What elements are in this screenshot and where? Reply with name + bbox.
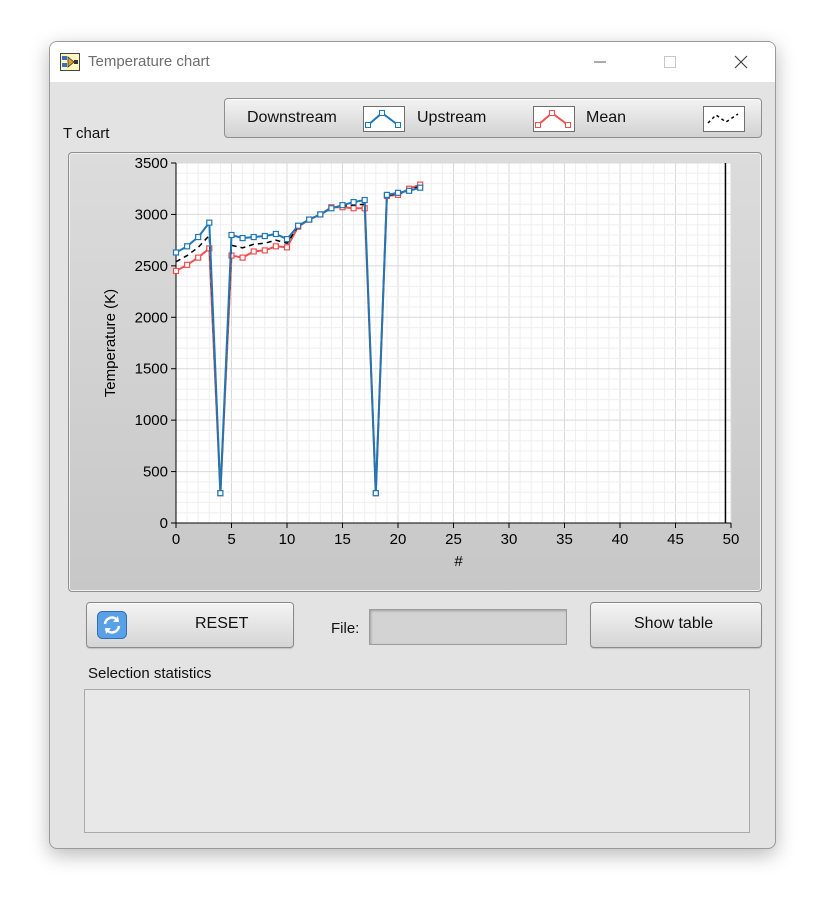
maximize-icon	[664, 56, 676, 68]
close-button[interactable]	[721, 49, 761, 75]
show-table-button[interactable]: Show table	[590, 602, 762, 648]
data-point-upstream	[172, 267, 180, 275]
x-tick-label: 40	[612, 531, 629, 548]
legend-label-downstream: Downstream	[247, 109, 337, 126]
legend-label-upstream: Upstream	[417, 109, 487, 126]
title-bar[interactable]: Temperature chart	[50, 42, 775, 82]
file-path-field[interactable]	[369, 609, 567, 645]
close-icon	[734, 55, 748, 69]
x-tick-label: 15	[334, 531, 351, 548]
y-tick-label: 1500	[135, 361, 168, 378]
y-tick-label: 0	[160, 515, 168, 532]
data-point-downstream	[406, 187, 413, 194]
data-point-downstream	[417, 184, 424, 191]
data-point-upstream	[272, 243, 279, 250]
file-label: File:	[331, 620, 360, 637]
data-point-upstream	[283, 244, 291, 251]
labview-vi-icon	[60, 53, 80, 71]
chart-label: T chart	[63, 125, 110, 142]
legend-label-mean: Mean	[586, 109, 627, 126]
data-point-downstream	[283, 236, 291, 243]
reset-button-label: RESET	[195, 615, 249, 632]
data-point-downstream	[261, 232, 268, 240]
x-tick-label: 50	[723, 531, 740, 548]
y-axis-label: Temperature (K)	[102, 289, 119, 397]
reset-button[interactable]: RESET	[86, 602, 294, 648]
x-axis-label: #	[454, 553, 463, 570]
data-point-downstream	[217, 490, 224, 497]
refresh-icon	[97, 611, 127, 639]
data-point-downstream	[239, 234, 246, 242]
chart-frame: 0 5 10 15 20 25 30 35 40 45 50 0 500 1000 1500 2000 2500…	[68, 152, 762, 592]
minimize-button[interactable]	[580, 49, 620, 75]
y-tick-label: 500	[143, 464, 168, 481]
data-point-upstream	[195, 254, 202, 261]
temperature-chart[interactable]: 0 5 10 15 20 25 30 35 40 45 5005001000150020002500…	[69, 153, 761, 591]
dashed-line-icon	[707, 113, 739, 124]
y-tick-label: 1000	[135, 412, 168, 429]
data-point-downstream	[183, 243, 191, 250]
data-point-downstream	[272, 230, 279, 238]
x-tick-label: 20	[390, 531, 407, 548]
x-tick-label: 0	[172, 531, 180, 548]
x-tick-label: 25	[445, 531, 462, 548]
data-point-downstream	[361, 196, 368, 204]
data-point-downstream	[172, 249, 180, 256]
data-point-downstream	[228, 231, 235, 239]
data-point-upstream	[261, 247, 268, 254]
minimize-icon	[594, 61, 606, 63]
data-point-downstream	[394, 189, 402, 196]
y-tick-label: 2500	[135, 258, 168, 275]
legend-swatch-mean[interactable]	[703, 106, 745, 132]
y-tick-label: 2000	[135, 309, 168, 326]
x-tick-label: 45	[667, 531, 684, 548]
x-tick-label: 30	[501, 531, 518, 548]
y-tick-label: 3500	[135, 155, 168, 172]
x-tick-label: 35	[556, 531, 573, 548]
maximize-button[interactable]	[650, 49, 690, 75]
data-point-downstream	[372, 490, 379, 497]
data-point-upstream	[250, 248, 257, 255]
data-point-downstream	[306, 216, 313, 223]
data-point-downstream	[317, 211, 324, 218]
data-point-downstream	[339, 202, 346, 209]
show-table-label: Show table	[634, 615, 714, 632]
data-point-upstream	[350, 205, 357, 212]
data-point-downstream	[350, 198, 357, 206]
x-tick-label: 5	[227, 531, 235, 548]
legend-swatch-downstream[interactable]	[363, 106, 405, 132]
plot-legend[interactable]: Downstream Upstream Mean	[224, 98, 762, 138]
data-point-upstream	[239, 254, 246, 261]
selection-statistics-label: Selection statistics	[88, 665, 212, 682]
data-point-downstream	[295, 222, 302, 229]
data-point-downstream	[195, 233, 202, 241]
legend-swatch-upstream[interactable]	[533, 106, 575, 132]
window-title: Temperature chart	[88, 53, 210, 70]
data-point-upstream	[183, 261, 191, 268]
selection-statistics-box[interactable]	[84, 689, 750, 833]
line-square-marker-icon	[535, 110, 571, 128]
y-tick-label: 3000	[135, 206, 168, 223]
data-point-downstream	[383, 191, 390, 198]
temperature-chart-window: Temperature chart T chart Downstream Ups…	[49, 41, 776, 849]
data-point-downstream	[206, 219, 213, 226]
line-square-marker-icon	[365, 110, 401, 128]
data-point-downstream	[328, 205, 335, 212]
x-tick-label: 10	[279, 531, 296, 548]
data-point-downstream	[250, 233, 257, 241]
